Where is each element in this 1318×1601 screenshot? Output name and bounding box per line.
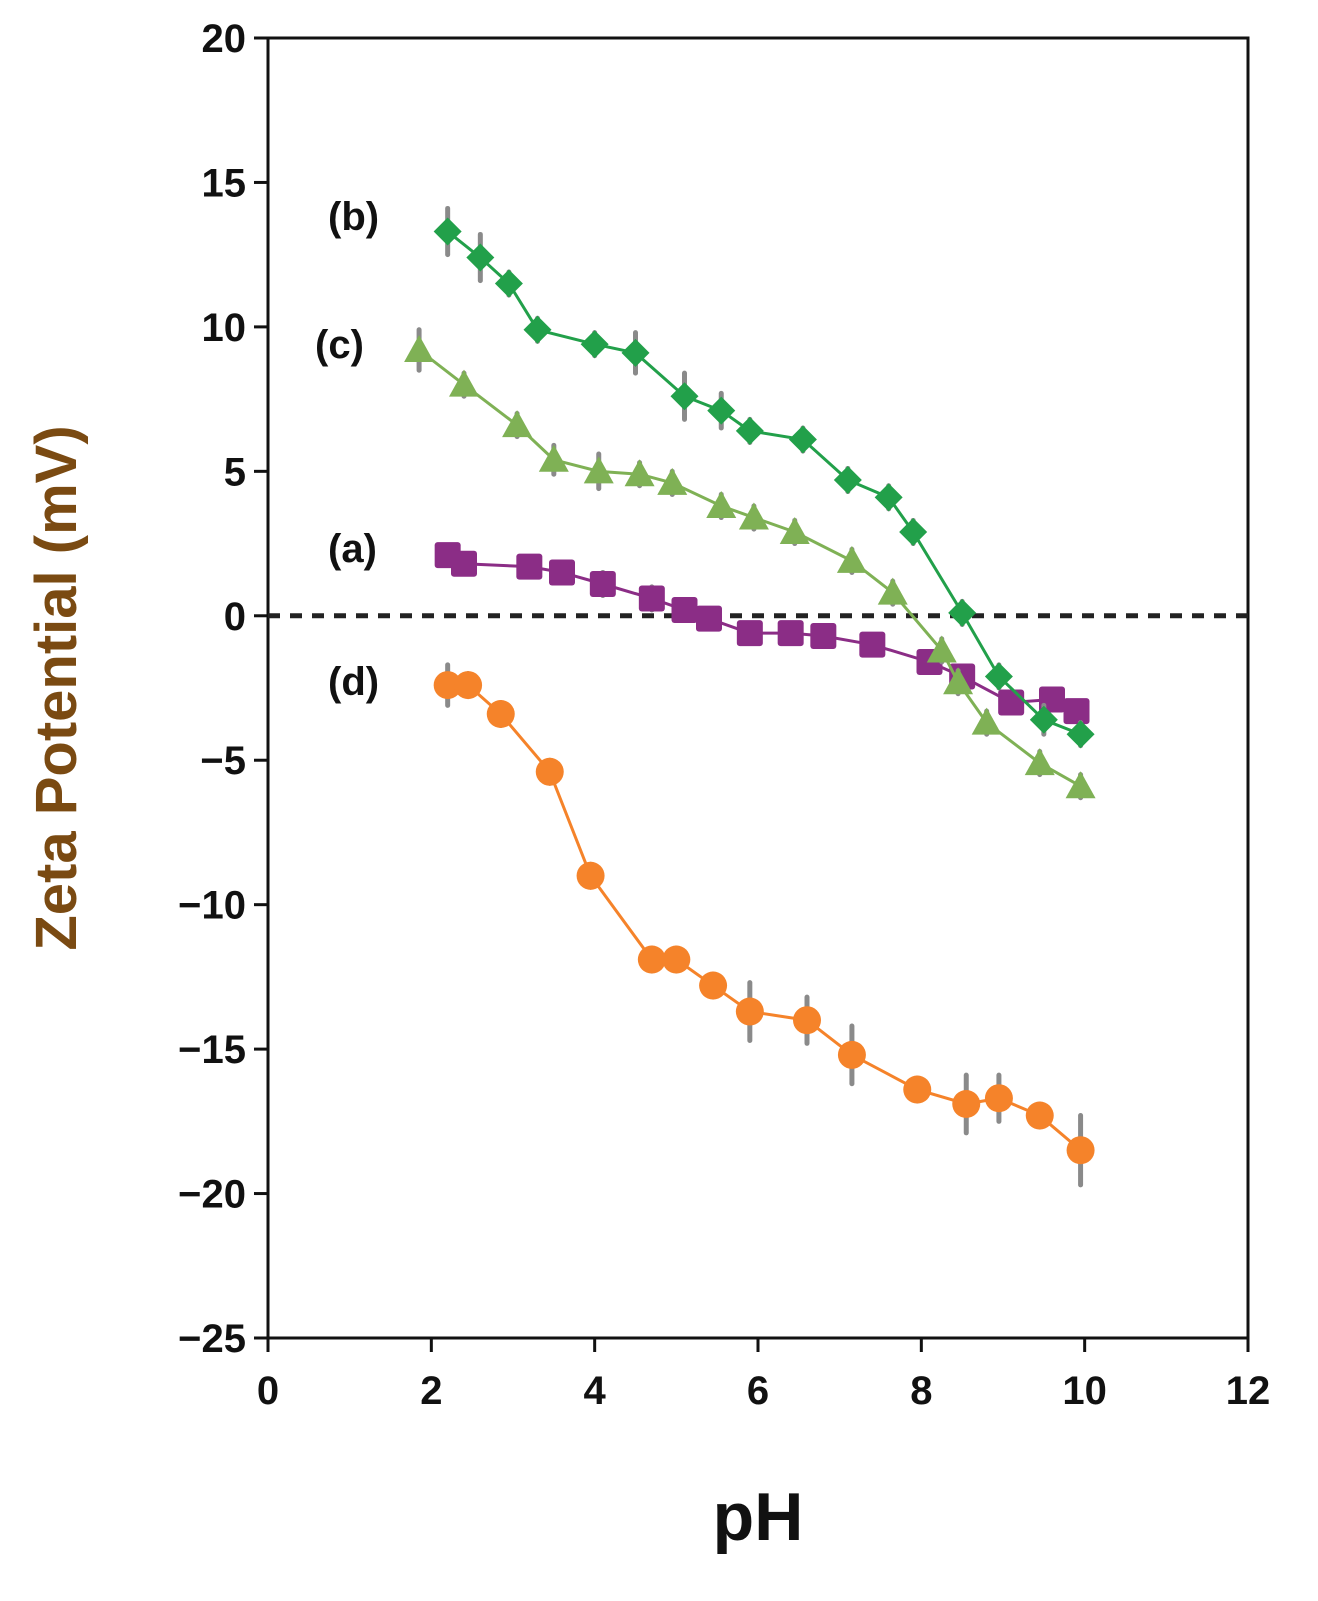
data-point xyxy=(837,1040,866,1069)
data-point xyxy=(788,425,817,454)
y-axis: 20 15 10 5 0 −5 −10 −15 −20 −25 xyxy=(178,17,268,1361)
data-point xyxy=(810,623,837,649)
x-tick-label: 10 xyxy=(1062,1369,1107,1413)
y-tick-label: −25 xyxy=(178,1317,246,1361)
data-point xyxy=(523,315,552,344)
data-point xyxy=(516,553,543,580)
series-label-a: (a) xyxy=(328,527,377,571)
data-point xyxy=(699,971,728,1000)
series-label-d: (d) xyxy=(328,660,379,704)
data-point xyxy=(451,550,477,577)
data-point xyxy=(903,1075,932,1104)
x-tick-label: 0 xyxy=(257,1369,279,1413)
data-point xyxy=(538,444,569,472)
data-point xyxy=(1066,1136,1095,1165)
y-tick-label: −20 xyxy=(178,1173,246,1217)
data-point xyxy=(1024,748,1055,776)
data-point xyxy=(836,545,867,573)
y-tick-label: −10 xyxy=(178,884,246,928)
data-point xyxy=(494,269,523,298)
data-point xyxy=(926,635,957,663)
data-point xyxy=(1065,771,1096,799)
data-point xyxy=(706,491,737,518)
data-point xyxy=(1025,1101,1054,1130)
x-tick-label: 12 xyxy=(1226,1369,1271,1413)
y-tick-label: 20 xyxy=(202,17,247,61)
data-point xyxy=(984,662,1013,691)
data-point xyxy=(948,598,977,627)
data-point xyxy=(1029,705,1058,734)
x-tick-label: 2 xyxy=(420,1369,442,1413)
data-point xyxy=(502,410,533,438)
data-point xyxy=(535,757,564,786)
data-point xyxy=(576,861,605,890)
data-point xyxy=(943,667,974,695)
data-point xyxy=(404,335,435,362)
x-axis-title: pH xyxy=(713,1479,804,1555)
series-c xyxy=(404,327,1096,801)
data-point xyxy=(662,945,691,974)
data-point xyxy=(1066,720,1095,749)
data-point xyxy=(580,330,609,359)
data-point xyxy=(971,707,1002,735)
data-point xyxy=(433,217,462,246)
plot-area xyxy=(266,36,1250,1340)
data-point xyxy=(449,369,479,397)
data-point xyxy=(874,483,903,512)
data-point xyxy=(486,700,515,728)
y-tick-label: −15 xyxy=(178,1028,246,1072)
data-point xyxy=(793,1006,821,1035)
data-point xyxy=(638,585,665,612)
data-point xyxy=(696,605,722,632)
series-label-b: (b) xyxy=(328,195,379,239)
data-point xyxy=(657,467,688,495)
data-point xyxy=(735,997,764,1026)
x-tick-label: 8 xyxy=(910,1369,932,1413)
y-axis-title: Zeta Potential (mV) xyxy=(24,425,89,950)
y-tick-label: 5 xyxy=(224,450,246,494)
series-label-c: (c) xyxy=(315,323,364,367)
y-tick-label: 15 xyxy=(202,161,247,205)
series-layer xyxy=(404,205,1096,1188)
y-tick-label: −5 xyxy=(200,739,246,783)
data-point xyxy=(877,577,908,605)
series-line xyxy=(447,683,1082,1152)
data-point xyxy=(736,620,763,647)
data-point xyxy=(589,571,616,597)
data-point xyxy=(833,466,862,494)
data-point xyxy=(671,597,698,623)
data-point xyxy=(466,243,495,272)
data-point xyxy=(707,396,736,425)
data-point xyxy=(859,631,886,658)
x-axis: 0 2 4 6 8 10 12 xyxy=(257,1338,1270,1413)
data-point xyxy=(777,620,804,647)
y-tick-label: 10 xyxy=(202,306,247,350)
data-point xyxy=(779,517,810,544)
x-tick-label: 4 xyxy=(584,1369,607,1413)
data-point xyxy=(549,559,575,586)
series-b xyxy=(433,205,1095,749)
data-point xyxy=(621,338,650,367)
data-point xyxy=(670,382,699,411)
data-point xyxy=(735,416,764,445)
data-point xyxy=(899,518,928,546)
data-point xyxy=(984,1084,1013,1113)
data-point xyxy=(998,689,1025,716)
x-tick-label: 6 xyxy=(747,1369,769,1413)
data-point xyxy=(433,671,462,700)
data-point xyxy=(1063,698,1090,725)
data-point xyxy=(738,502,769,530)
data-point xyxy=(583,456,614,484)
y-tick-label: 0 xyxy=(224,595,246,639)
series-d xyxy=(433,662,1095,1188)
data-point xyxy=(637,945,666,974)
data-point xyxy=(454,671,483,700)
data-point xyxy=(624,459,655,487)
data-point xyxy=(952,1090,981,1118)
